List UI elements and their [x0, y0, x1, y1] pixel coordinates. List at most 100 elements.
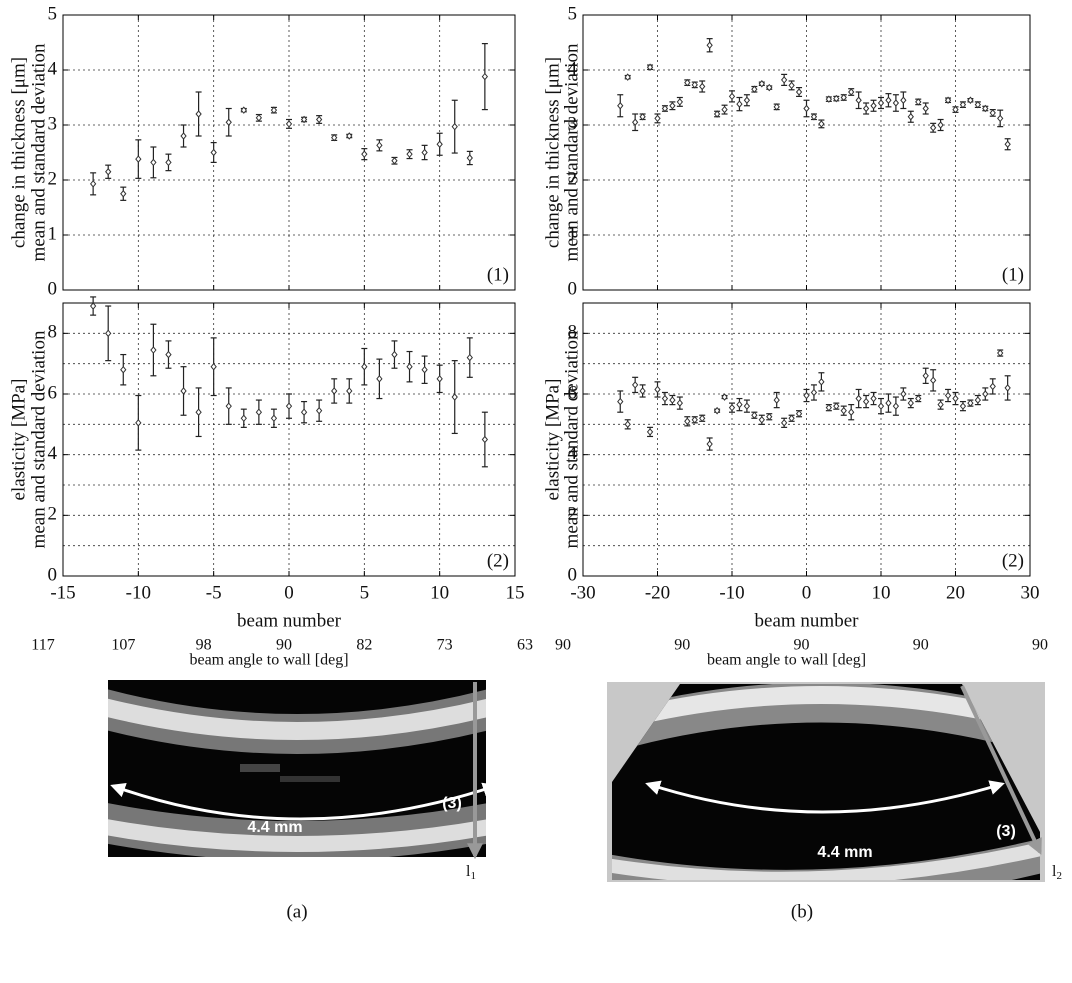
- data-point: [648, 429, 653, 435]
- data-point: [804, 106, 809, 112]
- x-tick-label: 20: [946, 582, 965, 603]
- data-point: [901, 97, 906, 103]
- data-point: [482, 74, 487, 80]
- data-point: [983, 391, 988, 397]
- y-axis-label: change in thickness [μm]: [542, 57, 563, 248]
- y-axis-label: change in thickness [μm]: [8, 57, 29, 248]
- x-tick-label: 15: [506, 582, 525, 603]
- data-point: [782, 420, 787, 426]
- data-point: [692, 82, 697, 88]
- data-point: [226, 119, 231, 125]
- angle-tick-label: 82: [356, 637, 372, 654]
- data-point: [908, 400, 913, 406]
- data-point: [226, 403, 231, 409]
- data-point: [797, 411, 802, 417]
- panel-label: (2): [487, 550, 509, 571]
- x-tick-label: 30: [1021, 582, 1040, 603]
- data-point: [452, 124, 457, 130]
- x-tick-label: -5: [206, 582, 222, 603]
- y-axis-label: elasticity [MPa]: [8, 379, 29, 501]
- data-point: [886, 97, 891, 103]
- data-point: [789, 415, 794, 421]
- panel-label: (2): [1002, 550, 1024, 571]
- data-point: [256, 115, 261, 121]
- x-tick-label: 5: [360, 582, 370, 603]
- data-point: [422, 367, 427, 373]
- y-axis-label: mean and standard deviation: [561, 330, 582, 548]
- data-point: [151, 159, 156, 165]
- data-point: [953, 396, 958, 402]
- angle-tick-label: 90: [555, 637, 571, 654]
- data-point: [618, 399, 623, 405]
- x-tick-label: -10: [126, 582, 151, 603]
- data-point: [737, 402, 742, 408]
- x-tick-label: -20: [645, 582, 670, 603]
- data-point: [960, 403, 965, 409]
- line-label-index: 1: [470, 870, 476, 882]
- data-point: [871, 396, 876, 402]
- y-axis-label: mean and standard deviation: [28, 330, 49, 548]
- data-point: [856, 396, 861, 402]
- y-tick-label: 5: [48, 3, 58, 24]
- y-tick-label: 0: [568, 278, 578, 299]
- data-point: [968, 400, 973, 406]
- data-point: [640, 388, 645, 394]
- data-point: [700, 415, 705, 421]
- data-point: [640, 114, 645, 120]
- data-point: [908, 114, 913, 120]
- data-point: [811, 114, 816, 120]
- data-point: [893, 100, 898, 106]
- region-label: (3): [996, 823, 1016, 840]
- data-point: [916, 99, 921, 105]
- data-point: [452, 394, 457, 400]
- angle-tick-label: 90: [913, 637, 929, 654]
- data-point: [834, 403, 839, 409]
- data-point: [975, 102, 980, 108]
- data-point: [482, 437, 487, 443]
- data-point: [804, 393, 809, 399]
- x-tick-label: 10: [872, 582, 891, 603]
- data-point: [886, 400, 891, 406]
- data-point: [166, 352, 171, 358]
- data-point: [864, 106, 869, 112]
- data-point: [737, 101, 742, 107]
- data-point: [901, 391, 906, 397]
- data-point: [121, 367, 126, 373]
- data-point: [287, 403, 292, 409]
- angle-tick-label: 90: [674, 637, 690, 654]
- x-axis-label: beam number: [755, 610, 860, 631]
- data-point: [106, 169, 111, 175]
- data-point: [317, 408, 322, 414]
- data-point: [121, 191, 126, 197]
- data-point: [196, 111, 201, 117]
- angle-tick-label: 107: [111, 637, 135, 654]
- data-point: [990, 110, 995, 116]
- data-point: [826, 405, 831, 411]
- data-point: [662, 106, 667, 112]
- data-point: [467, 355, 472, 361]
- data-point: [715, 111, 720, 117]
- data-point: [871, 103, 876, 109]
- data-point: [960, 102, 965, 108]
- data-point: [181, 133, 186, 139]
- data-point: [767, 414, 772, 420]
- x-tick-label: -30: [570, 582, 595, 603]
- data-point: [392, 158, 397, 164]
- data-point: [181, 388, 186, 394]
- data-point: [700, 84, 705, 90]
- data-point: [744, 403, 749, 409]
- data-point: [759, 417, 764, 423]
- data-point: [211, 364, 216, 370]
- data-point: [392, 352, 397, 358]
- region-label: (3): [442, 795, 462, 812]
- data-point: [998, 115, 1003, 121]
- data-point: [362, 151, 367, 157]
- data-point: [752, 412, 757, 418]
- data-point: [91, 181, 96, 187]
- data-point: [1005, 385, 1010, 391]
- data-point: [819, 121, 824, 127]
- data-point: [670, 103, 675, 109]
- image-caption: (a): [286, 901, 307, 922]
- data-point: [625, 421, 630, 427]
- angle-tick-label: 73: [437, 637, 453, 654]
